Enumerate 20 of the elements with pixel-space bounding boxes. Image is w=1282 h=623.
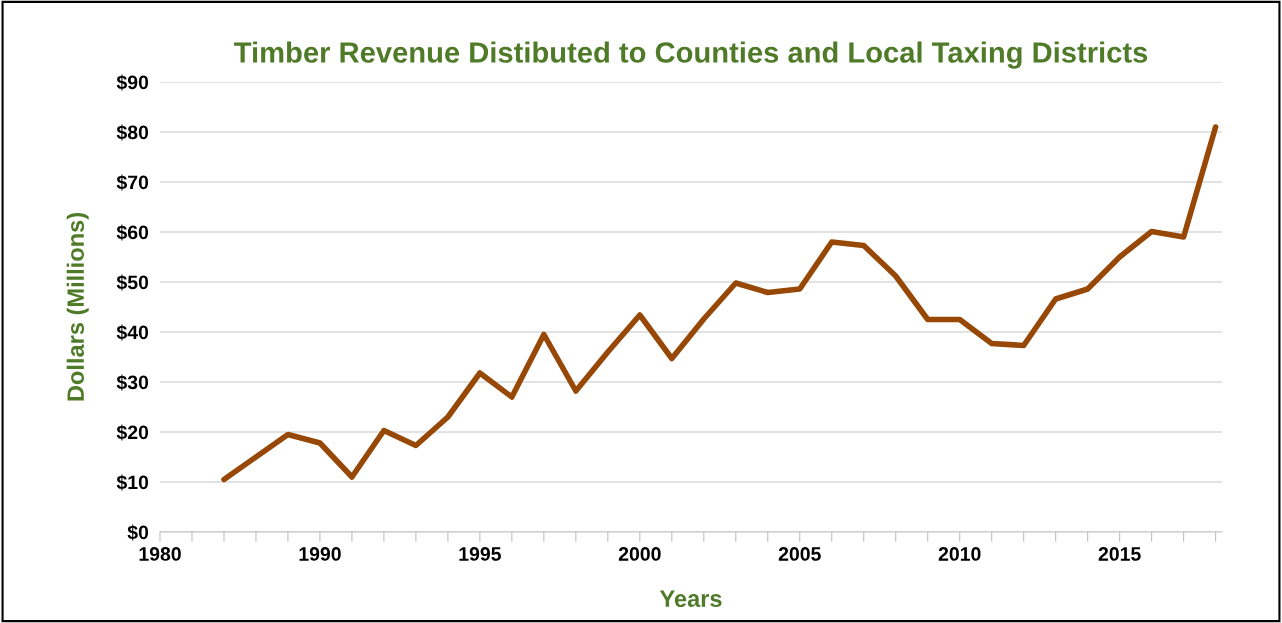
- x-tick-label: 2015: [1098, 547, 1141, 561]
- y-tick-label: $40: [116, 324, 149, 341]
- x-tick-label: 1980: [139, 547, 181, 561]
- y-axis-title: Dollars (Millions): [66, 213, 89, 401]
- y-tick-label: $20: [116, 424, 149, 441]
- x-tick-label: 1990: [299, 547, 341, 561]
- y-tick-label: $60: [116, 224, 149, 241]
- y-tick-label: $0: [127, 524, 149, 541]
- x-tick-label: 2005: [778, 547, 821, 561]
- y-tick-label: $50: [116, 274, 149, 291]
- x-tick-label: 2000: [618, 547, 661, 561]
- y-tick-label: $70: [116, 174, 149, 191]
- chart-title: Timber Revenue Distibuted to Counties and Local Taxing Districts: [234, 41, 1148, 69]
- y-tick-label: $30: [116, 374, 149, 391]
- x-axis-title: Years: [659, 590, 722, 608]
- y-tick-label: $90: [116, 74, 149, 91]
- x-tick-label: 2010: [938, 547, 981, 561]
- y-tick-label: $10: [116, 474, 149, 491]
- y-tick-label: $80: [116, 124, 149, 141]
- x-tick-label: 1995: [459, 547, 501, 561]
